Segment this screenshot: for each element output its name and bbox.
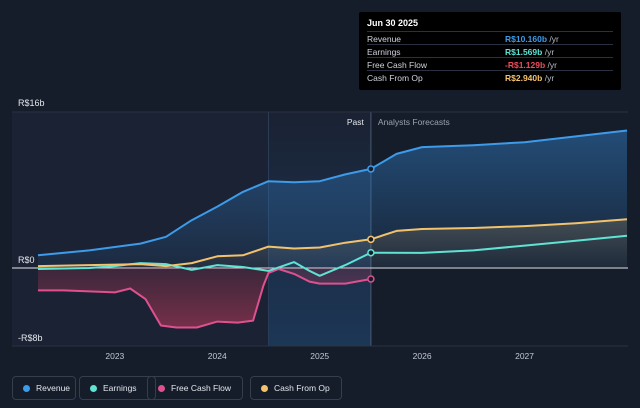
tooltip-row-free-cash-flow: Free Cash Flow -R$1.129b /yr bbox=[367, 57, 613, 71]
free-cash-flow-dot-icon bbox=[158, 385, 165, 392]
free-cash-flow-marker bbox=[367, 275, 375, 283]
cash-from-op-marker bbox=[367, 235, 375, 244]
tooltip-row-earnings: Earnings R$1.569b /yr bbox=[367, 44, 613, 58]
revenue-line bbox=[37, 129, 628, 257]
cash-from-op-line bbox=[37, 218, 628, 268]
free-cash-flow-line bbox=[38, 268, 372, 329]
x-axis-tick-label: 2025 bbox=[310, 351, 329, 361]
tooltip-label: Revenue bbox=[367, 34, 402, 44]
earnings-line bbox=[37, 234, 628, 277]
free-cash-flow-area bbox=[38, 268, 371, 328]
tooltip-row-cash-from-op: Cash From Op R$2.940b /yr bbox=[367, 70, 613, 84]
tooltip-date: Jun 30 2025 bbox=[367, 18, 419, 28]
legend-item-earnings[interactable]: Earnings bbox=[79, 376, 156, 400]
x-axis-tick-label: 2027 bbox=[515, 351, 534, 361]
past-label: Past bbox=[347, 117, 365, 127]
tooltip-value: R$10.160b /yr bbox=[505, 34, 559, 44]
tooltip-row-revenue: Revenue R$10.160b /yr bbox=[367, 31, 613, 45]
x-axis-tick-label: 2023 bbox=[105, 351, 124, 361]
tooltip-value: R$1.569b /yr bbox=[505, 47, 555, 57]
tooltip-label: Cash From Op bbox=[367, 73, 423, 83]
legend-label: Free Cash Flow bbox=[171, 383, 231, 393]
tooltip-value: R$2.940b /yr bbox=[505, 73, 555, 83]
y-axis-tick-label: R$16b bbox=[18, 98, 45, 108]
revenue-dot-icon bbox=[23, 385, 30, 392]
x-axis-tick-label: 2026 bbox=[413, 351, 432, 361]
legend-item-revenue[interactable]: Revenue bbox=[12, 376, 76, 400]
tooltip-label: Earnings bbox=[367, 47, 401, 57]
chart-tooltip: Jun 30 2025 Revenue R$10.160b /yr Earnin… bbox=[359, 12, 621, 90]
earnings-marker bbox=[367, 248, 375, 257]
y-axis-tick-label: R$0 bbox=[18, 255, 35, 265]
cash-from-op-dot-icon bbox=[261, 385, 268, 392]
x-axis-tick-label: 2024 bbox=[208, 351, 227, 361]
earnings-dot-icon bbox=[90, 385, 97, 392]
legend-label: Earnings bbox=[103, 383, 137, 393]
legend-item-cash-from-op[interactable]: Cash From Op bbox=[250, 376, 342, 400]
legend-label: Revenue bbox=[36, 383, 71, 393]
forecast-label: Analysts Forecasts bbox=[378, 117, 450, 127]
legend-item-free-cash-flow[interactable]: Free Cash Flow bbox=[147, 376, 243, 400]
tooltip-label: Free Cash Flow bbox=[367, 60, 427, 70]
cash-from-op-area bbox=[38, 219, 627, 268]
tooltip-value: -R$1.129b /yr bbox=[505, 60, 557, 70]
y-axis-tick-label: -R$8b bbox=[18, 333, 43, 343]
legend-label: Cash From Op bbox=[274, 383, 330, 393]
revenue-marker bbox=[367, 165, 375, 173]
